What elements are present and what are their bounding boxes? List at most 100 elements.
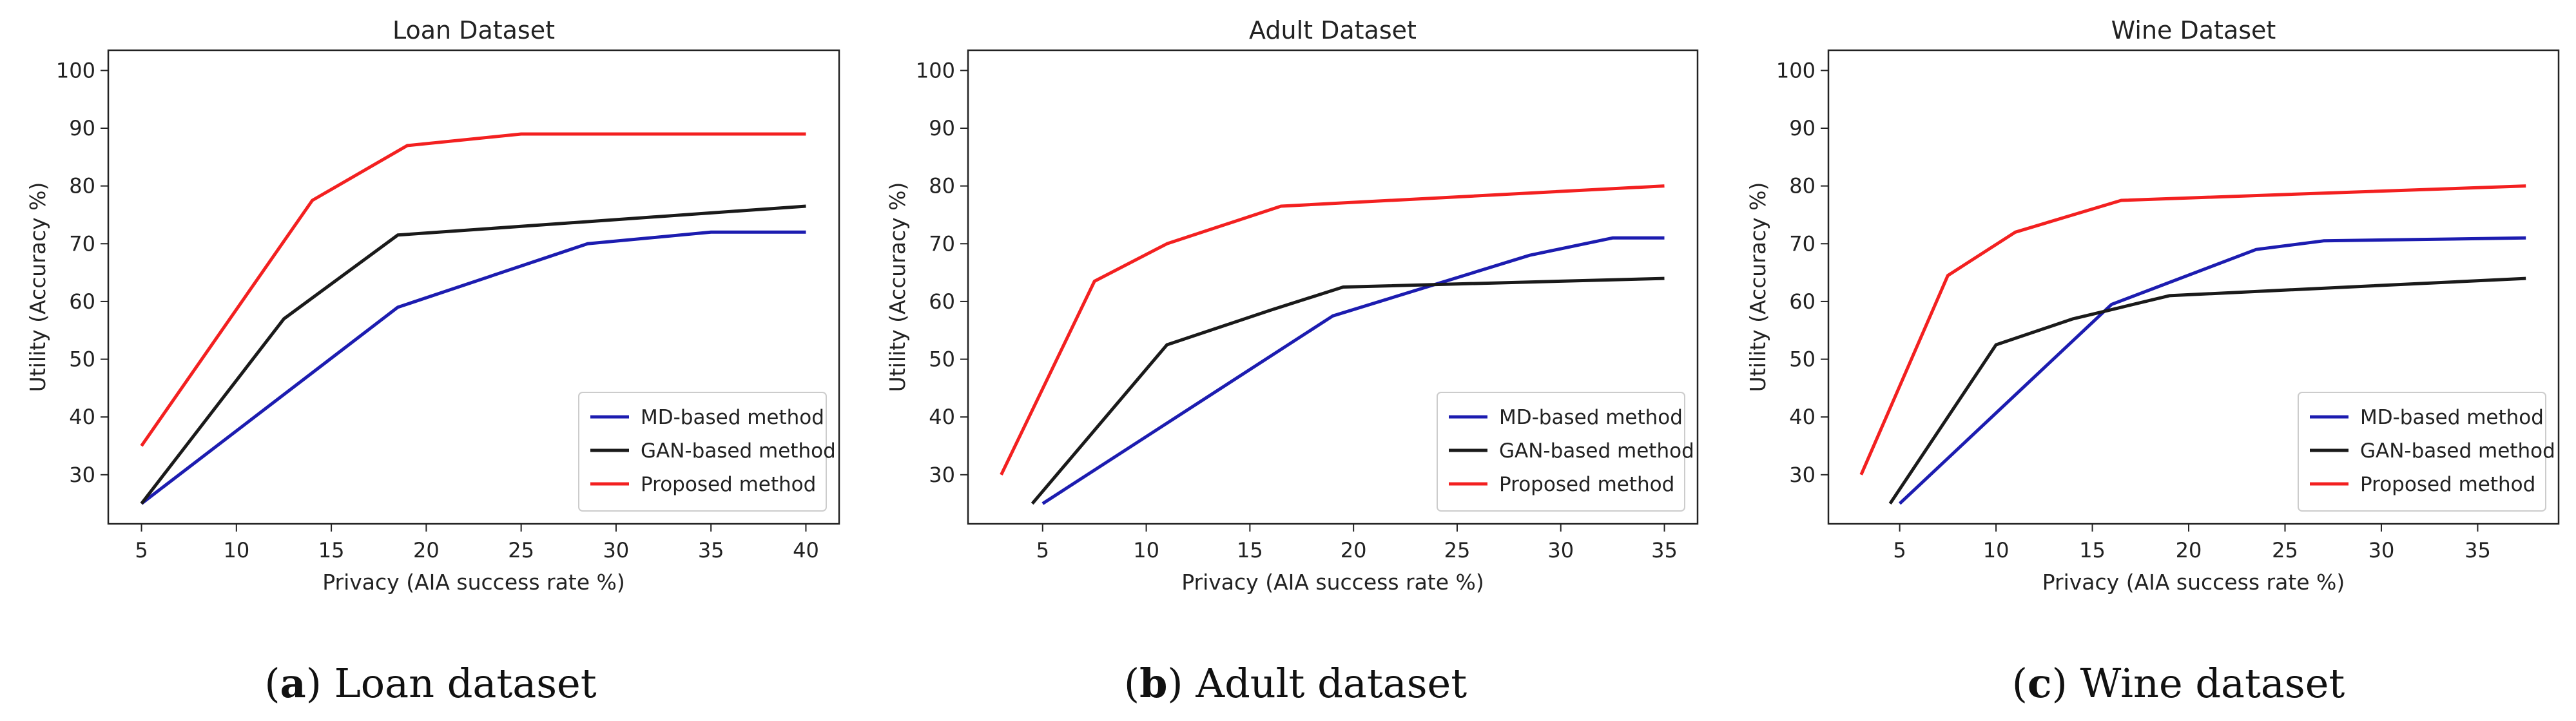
subfigure-caption: (b) Adult dataset (1124, 660, 1467, 707)
x-tick-label: 30 (603, 538, 630, 562)
caption-paren-close: ) (1167, 660, 1196, 707)
chart-title: Wine Dataset (2111, 16, 2276, 44)
y-tick-label: 50 (929, 347, 955, 372)
caption-paren-close: ) (306, 660, 334, 707)
x-tick-label: 20 (1341, 538, 1367, 562)
y-axis-label: Utility (Accuracy %) (1745, 182, 1770, 392)
y-tick-label: 100 (56, 58, 95, 82)
y-tick-label: 50 (1789, 347, 1816, 372)
y-tick-label: 40 (1789, 405, 1816, 429)
legend-label-md: MD-based method (641, 406, 824, 429)
caption-letter: a (280, 660, 306, 707)
y-tick-label: 80 (69, 174, 95, 198)
legend-label-gan: GAN-based method (641, 439, 836, 463)
y-tick-label: 30 (69, 463, 95, 487)
x-tick-label: 20 (2176, 538, 2202, 562)
legend-box (1437, 392, 1685, 512)
x-tick-label: 10 (1133, 538, 1159, 562)
x-tick-label: 15 (318, 538, 345, 562)
legend-label-md: MD-based method (2360, 406, 2544, 429)
series-line-gan (140, 204, 806, 505)
legend-label-proposed: Proposed method (1499, 473, 1674, 496)
plot-frame (967, 49, 1699, 525)
series-line-md (1041, 236, 1665, 505)
x-tick-label: 15 (2079, 538, 2106, 562)
x-tick-label: 30 (2368, 538, 2395, 562)
y-tick-label: 60 (929, 289, 955, 314)
x-tick-label: 35 (1651, 538, 1678, 562)
legend-box (2298, 392, 2546, 512)
y-tick-label: 70 (69, 231, 95, 256)
y-tick-label: 90 (1789, 116, 1816, 140)
legend-box (578, 392, 827, 512)
caption-paren-open: ( (264, 660, 280, 707)
chart-panel-3: Wine Dataset 5 10 15 20 25 30 35 30 40 50 60 70 80 90 1… (1745, 16, 2560, 707)
series-line-proposed (1859, 184, 2526, 476)
x-tick-label: 10 (223, 538, 249, 562)
y-axis-label: Utility (Accuracy %) (885, 182, 910, 392)
legend: MD-based method GAN-based method Proposed … (2298, 392, 2555, 512)
y-tick-label: 80 (929, 174, 955, 198)
caption-text: Adult dataset (1195, 660, 1467, 707)
y-tick-label: 90 (69, 116, 95, 140)
subfigure-caption: (c) Wine dataset (2012, 660, 2345, 707)
x-tick-label: 5 (1036, 538, 1049, 562)
chart-panel-2: Adult Dataset 5 10 15 20 25 30 35 30 40 50 60 70 80 90… (885, 16, 1699, 707)
chart-panel-1: Loan Dataset 5 10 15 20 25 30 35 40 30 40 50 60 70 80 9… (25, 16, 840, 707)
y-tick-label: 70 (929, 231, 955, 256)
y-tick-label: 40 (69, 405, 95, 429)
y-tick-label: 80 (1789, 174, 1816, 198)
y-tick-label: 100 (1776, 58, 1816, 82)
legend-label-proposed: Proposed method (2360, 473, 2535, 496)
x-tick-label: 25 (2272, 538, 2298, 562)
legend-label-proposed: Proposed method (641, 473, 816, 496)
x-tick-label: 25 (508, 538, 534, 562)
y-tick-label: 100 (916, 58, 955, 82)
x-tick-label: 35 (2465, 538, 2491, 562)
caption-text: Loan dataset (334, 660, 597, 707)
x-tick-label: 10 (1983, 538, 2009, 562)
x-tick-label: 30 (1547, 538, 1574, 562)
x-tick-label: 20 (413, 538, 440, 562)
series-line-proposed (140, 132, 806, 447)
legend-label-md: MD-based method (1499, 406, 1683, 429)
x-axis-label: Privacy (AIA success rate %) (322, 570, 625, 595)
x-axis-label: Privacy (AIA success rate %) (1181, 570, 1484, 595)
y-tick-label: 30 (929, 463, 955, 487)
legend: MD-based method GAN-based method Proposed … (1437, 392, 1694, 512)
legend-label-gan: GAN-based method (2360, 439, 2555, 463)
x-tick-label: 5 (1893, 538, 1906, 562)
chart-title: Adult Dataset (1249, 16, 1417, 44)
x-tick-label: 5 (135, 538, 148, 562)
series-line-gan (1031, 276, 1665, 505)
x-tick-label: 40 (793, 538, 819, 562)
series-line-md (140, 230, 806, 505)
series-line-proposed (1000, 184, 1665, 476)
y-tick-label: 60 (1789, 289, 1816, 314)
caption-paren-open: ( (1124, 660, 1139, 707)
legend-label-gan: GAN-based method (1499, 439, 1694, 463)
caption-text: Wine dataset (2080, 660, 2345, 707)
x-tick-label: 15 (1237, 538, 1263, 562)
plot-frame (107, 49, 840, 525)
y-axis-label: Utility (Accuracy %) (25, 182, 50, 392)
y-tick-label: 30 (1789, 463, 1816, 487)
plot-frame (1827, 49, 2560, 525)
x-tick-label: 35 (698, 538, 724, 562)
y-tick-label: 70 (1789, 231, 1816, 256)
series-line-gan (1888, 276, 2526, 505)
x-axis-label: Privacy (AIA success rate %) (2042, 570, 2345, 595)
subfigure-caption: (a) Loan dataset (264, 660, 596, 707)
x-tick-label: 25 (1444, 538, 1471, 562)
chart-title: Loan Dataset (392, 16, 555, 44)
caption-letter: b (1139, 660, 1167, 707)
y-tick-label: 90 (929, 116, 955, 140)
y-tick-label: 50 (69, 347, 95, 372)
series-line-md (1898, 236, 2526, 505)
caption-paren-close: ) (2052, 660, 2080, 707)
caption-paren-open: ( (2012, 660, 2028, 707)
y-tick-label: 60 (69, 289, 95, 314)
caption-letter: c (2028, 660, 2052, 707)
y-tick-label: 40 (929, 405, 955, 429)
